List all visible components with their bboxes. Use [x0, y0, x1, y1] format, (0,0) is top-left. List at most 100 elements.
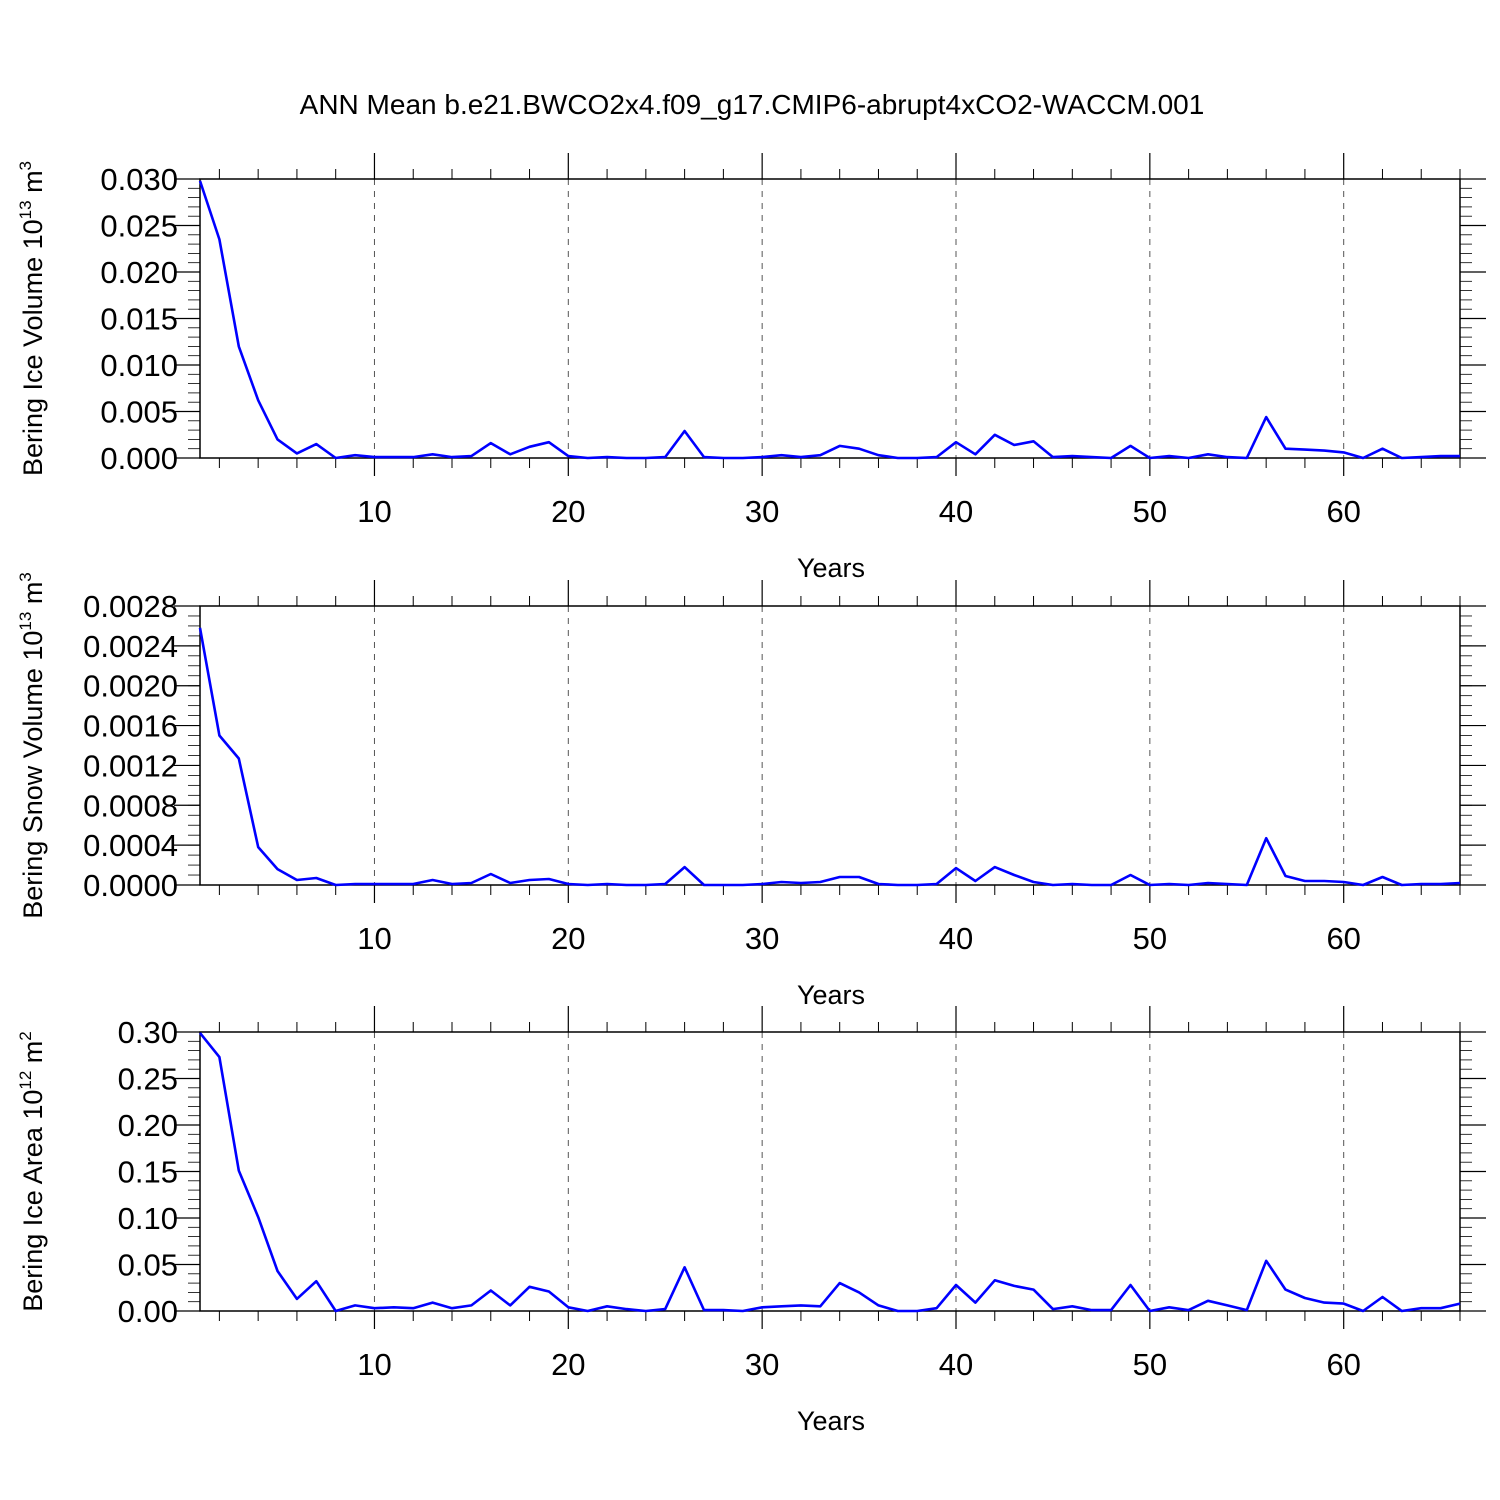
data-point	[1207, 882, 1209, 884]
data-point	[1032, 440, 1034, 442]
data-point	[1246, 1309, 1248, 1311]
data-point	[567, 1306, 569, 1308]
y-tick-label: 0.05	[118, 1248, 178, 1283]
data-point	[838, 1282, 840, 1284]
data-point	[761, 883, 763, 885]
y-tick-label: 0.0028	[83, 589, 178, 624]
x-axis-label: Years	[797, 1406, 865, 1436]
data-point	[1246, 457, 1248, 459]
data-point	[257, 399, 259, 401]
data-point	[1168, 883, 1170, 885]
data-point	[354, 883, 356, 885]
data-point	[567, 455, 569, 457]
data-point	[877, 883, 879, 885]
data-point	[819, 881, 821, 883]
data-point	[722, 457, 724, 459]
data-point	[431, 1301, 433, 1303]
data-point	[296, 452, 298, 454]
y-tick-label: 0.005	[100, 395, 178, 430]
data-point	[1052, 456, 1054, 458]
data-point	[586, 1310, 588, 1312]
data-point	[877, 1304, 879, 1306]
data-point	[315, 877, 317, 879]
data-point	[1013, 1285, 1015, 1287]
y-axis-label-part: Bering Ice Area 10	[18, 1090, 48, 1312]
data-point	[780, 881, 782, 883]
y-tick-label: 0.25	[118, 1062, 178, 1097]
y-tick-label: 0.0008	[83, 788, 178, 823]
data-point	[897, 1310, 899, 1312]
data-point	[509, 882, 511, 884]
data-point	[490, 442, 492, 444]
data-point	[548, 441, 550, 443]
data-point	[1187, 884, 1189, 886]
x-tick-label: 30	[745, 494, 779, 529]
data-point	[645, 457, 647, 459]
data-point	[1071, 883, 1073, 885]
x-tick-label: 10	[357, 921, 391, 956]
data-point	[1439, 1307, 1441, 1309]
chart-panel-2: 0.0000 0.0004 0.0008 0.0012 0.0016 0.0020 0.00…	[16, 572, 1486, 1010]
data-point	[1362, 884, 1364, 886]
data-point	[1090, 884, 1092, 886]
data-point	[858, 1291, 860, 1293]
data-point	[296, 1298, 298, 1300]
data-point	[1342, 1302, 1344, 1304]
data-point	[1342, 881, 1344, 883]
data-point	[1459, 455, 1461, 457]
data-point	[1226, 1304, 1228, 1306]
x-tick-label: 20	[551, 921, 585, 956]
data-point	[1187, 457, 1189, 459]
data-point	[1459, 882, 1461, 884]
data-point	[664, 1308, 666, 1310]
data-point	[373, 883, 375, 885]
data-point	[315, 443, 317, 445]
data-point	[1013, 444, 1015, 446]
data-point	[606, 1305, 608, 1307]
y-tick-label: 0.000	[100, 441, 178, 476]
series-line	[198, 1032, 1461, 1313]
y-tick-label: 0.010	[100, 348, 178, 383]
x-tick-label: 60	[1326, 921, 1360, 956]
data-point	[373, 1307, 375, 1309]
data-point	[257, 1216, 259, 1218]
data-point	[315, 1280, 317, 1282]
data-point	[334, 884, 336, 886]
data-point	[625, 457, 627, 459]
y-axis-label-part: Bering Ice Volume 10	[18, 219, 48, 476]
data-point	[761, 1306, 763, 1308]
data-point	[625, 1308, 627, 1310]
data-point	[451, 883, 453, 885]
x-tick-label: 50	[1133, 921, 1167, 956]
x-tick-label: 20	[551, 1347, 585, 1382]
data-point	[296, 879, 298, 881]
data-point	[354, 454, 356, 456]
x-tick-label: 40	[939, 921, 973, 956]
data-point	[1149, 457, 1151, 459]
data-point	[703, 884, 705, 886]
y-axis-label: Bering Ice Area 1012 m2	[16, 1031, 48, 1312]
data-point	[1381, 876, 1383, 878]
data-point	[1323, 449, 1325, 451]
data-point	[994, 434, 996, 436]
data-point	[1401, 884, 1403, 886]
data-point	[974, 453, 976, 455]
data-point	[994, 866, 996, 868]
data-point	[916, 1310, 918, 1312]
data-point	[490, 1289, 492, 1291]
data-point	[1304, 448, 1306, 450]
data-point	[276, 868, 278, 870]
data-point	[548, 1290, 550, 1292]
data-point	[742, 884, 744, 886]
y-axis-label-superscript: 13	[16, 612, 35, 631]
data-point	[1013, 874, 1015, 876]
data-point	[451, 456, 453, 458]
data-point	[1149, 1310, 1151, 1312]
data-point	[238, 1169, 240, 1171]
y-axis-label-superscript: 2	[16, 1031, 35, 1040]
data-point	[1226, 883, 1228, 885]
data-point	[218, 238, 220, 240]
data-point	[1129, 445, 1131, 447]
y-axis-label-part: m	[18, 170, 48, 200]
data-point	[567, 883, 569, 885]
